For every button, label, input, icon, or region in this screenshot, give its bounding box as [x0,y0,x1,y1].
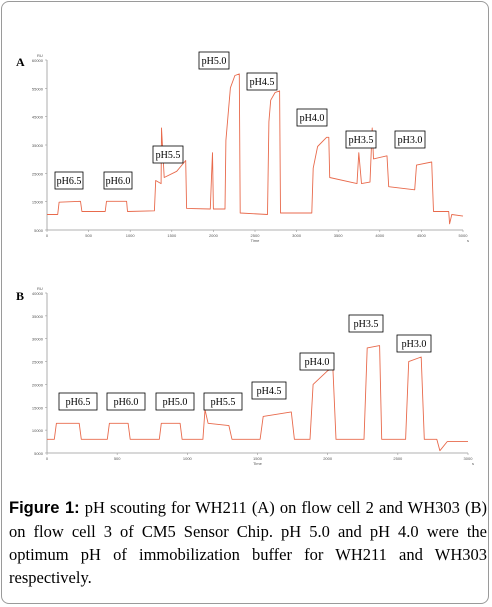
ph-label-text: pH4.5 [257,386,282,397]
panel-a-letter: A [16,55,25,69]
x-tick-label: 3000 [292,233,302,238]
ph-label-text: pH5.0 [202,56,227,67]
caption-text: pH scouting for WH211 (A) on flow cell 2… [9,498,487,587]
y-tick-label: 35000 [32,143,44,148]
figure-caption: Figure 1: pH scouting for WH211 (A) on f… [9,496,487,589]
ph-label-box [54,171,84,190]
y-tick-label: 35000 [32,314,44,319]
x-tick-label: 2500 [251,233,261,238]
ph-label-box [251,381,287,400]
y-tick-label: 20000 [32,382,44,387]
ph-label-ph4-0: pH4.0 [296,108,328,127]
ph-label-box [296,108,328,127]
ph-label-ph3-5: pH3.5 [345,130,377,149]
y-axis-label: RU [37,286,43,291]
ph-label-ph5-0: pH5.0 [155,392,195,411]
x-tick-label: 500 [85,233,92,238]
x-tick-label: 5000 [459,233,469,238]
y-tick-label: 25000 [32,360,44,365]
x-tick-label: 0 [46,456,49,461]
ph-label-text: pH6.5 [66,397,91,408]
ph-label-text: pH5.5 [211,397,236,408]
chart-b: 500010000150002000025000300003500040000R… [32,286,474,466]
ph-label-ph5-5: pH5.5 [152,145,184,164]
ph-label-box [152,145,184,164]
x-tick-label: 1500 [253,456,263,461]
x-tick-label: 3500 [334,233,344,238]
x-tick-label: 3000 [464,456,474,461]
ph-label-ph4-5: pH4.5 [246,72,278,91]
x-tick-label: 4000 [375,233,385,238]
y-tick-label: 30000 [32,337,44,342]
y-tick-label: 5000 [34,451,44,456]
y-tick-label: 60000 [32,58,44,63]
x-tick-label: 1000 [126,233,136,238]
ph-label-box [106,392,146,411]
ph-label-ph4-5: pH4.5 [251,381,287,400]
ph-label-box [58,392,98,411]
ph-label-text: pH6.0 [114,397,139,408]
ph-label-text: pH3.0 [398,135,423,146]
ph-label-ph5-5: pH5.5 [203,392,243,411]
panel-b-letter: B [16,289,25,303]
ph-label-text: pH6.0 [106,176,131,187]
ph-label-box [348,314,384,333]
x-tick-label: 1500 [167,233,177,238]
ph-label-text: pH4.0 [300,113,325,124]
ph-label-ph6-5: pH6.5 [58,392,98,411]
ph-label-text: pH3.5 [349,135,374,146]
ph-label-text: pH6.5 [57,176,82,187]
y-tick-label: 15000 [32,200,44,205]
ph-label-ph5-0: pH5.0 [198,51,230,70]
ph-label-box [394,130,426,149]
x-tick-label: 1000 [183,456,193,461]
caption-label: Figure 1: [9,499,80,517]
ph-label-box [198,51,230,70]
ph-label-box [396,334,432,353]
x-tick-label: 0 [46,233,49,238]
sensorgram-trace [47,345,468,452]
y-tick-label: 15000 [32,405,44,410]
y-tick-label: 5000 [34,228,44,233]
x-tick-label: 2500 [393,456,403,461]
ph-label-ph3-0: pH3.0 [394,130,426,149]
ph-label-text: pH5.5 [156,150,181,161]
x-tick-label: 500 [114,456,121,461]
x-axis-label: Time [251,238,261,243]
ph-label-box [103,171,133,190]
ph-label-ph3-0: pH3.0 [396,334,432,353]
ph-label-box [203,392,243,411]
x-axis-label: Time [253,461,263,466]
y-tick-label: 10000 [32,428,44,433]
ph-label-ph6-0: pH6.0 [103,171,133,190]
ph-label-box [299,352,335,371]
sensorgram-trace [47,73,464,225]
ph-label-ph6-5: pH6.5 [54,171,84,190]
ph-label-box [155,392,195,411]
y-tick-label: 25000 [32,171,44,176]
x-tick-label: 2000 [209,233,219,238]
ph-label-text: pH4.0 [305,357,330,368]
ph-label-ph3-5: pH3.5 [348,314,384,333]
y-tick-label: 40000 [32,291,44,296]
ph-label-box [345,130,377,149]
y-tick-label: 45000 [32,115,44,120]
y-axis-label: RU [37,53,43,58]
ph-label-text: pH3.0 [402,339,427,350]
x-axis-unit: s [467,238,469,243]
ph-label-text: pH5.0 [163,397,188,408]
x-tick-label: 4500 [417,233,427,238]
ph-label-ph6-0: pH6.0 [106,392,146,411]
x-axis-unit: s [472,461,474,466]
x-tick-label: 2000 [323,456,333,461]
ph-label-ph4-0: pH4.0 [299,352,335,371]
y-tick-label: 55000 [32,86,44,91]
ph-label-box [246,72,278,91]
ph-label-text: pH3.5 [354,319,379,330]
ph-label-text: pH4.5 [250,77,275,88]
